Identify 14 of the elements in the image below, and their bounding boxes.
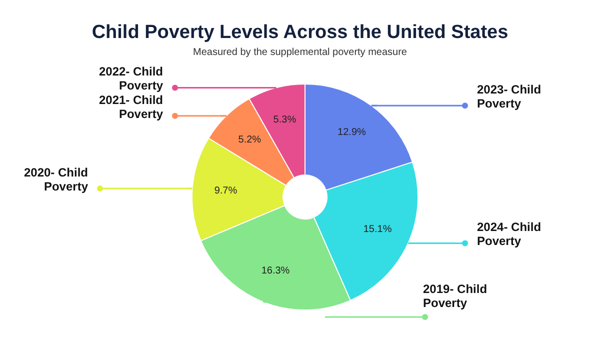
slice-label: 2024- Child Poverty: [477, 220, 542, 248]
slice-label: 2019- Child Poverty: [423, 282, 488, 310]
data-label: 5.2%: [238, 134, 262, 146]
data-label: 9.7%: [214, 186, 238, 197]
slice-label: 2022- Child Poverty: [98, 64, 164, 93]
slice-label: 2020- Child Poverty: [24, 165, 88, 194]
data-label: 5.3%: [273, 114, 296, 126]
slice-label: 2021- Child Poverty: [98, 92, 164, 121]
data-label: 12.9%: [338, 127, 366, 138]
data-label: 15.1%: [363, 224, 392, 236]
slice-label: 2023- Child Poverty: [477, 82, 542, 111]
data-label: 16.3%: [261, 265, 290, 276]
chart-title: Child Poverty Levels Across the United States: [90, 22, 510, 44]
chart-subtitle: Measured by the supplemental poverty measure: [192, 47, 408, 58]
